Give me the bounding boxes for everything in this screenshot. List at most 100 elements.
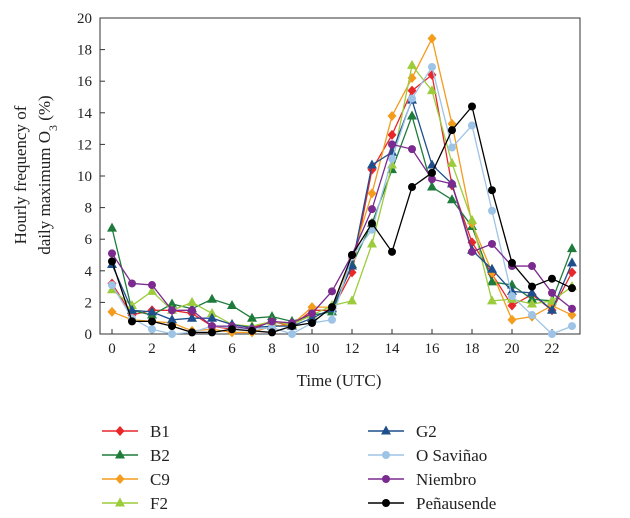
data-point — [147, 306, 157, 316]
plot-area — [107, 33, 577, 338]
legend-marker — [115, 497, 125, 507]
data-point — [267, 311, 277, 321]
y-tick-label: 18 — [77, 43, 92, 59]
legend-item-niembro: Niembro — [368, 470, 476, 489]
y-axis-title-line-1: Hourly frequency of — [11, 105, 30, 244]
x-tick-label: 12 — [345, 341, 360, 357]
series-line — [111, 65, 573, 335]
data-point — [447, 157, 457, 167]
data-point — [108, 249, 116, 258]
data-point — [468, 121, 476, 130]
legend-label: C9 — [150, 470, 170, 489]
data-point — [488, 206, 496, 215]
x-tick-label: 16 — [425, 341, 441, 357]
data-point — [328, 315, 336, 324]
data-point — [468, 247, 476, 256]
data-point — [108, 281, 116, 290]
data-point — [207, 312, 217, 322]
data-point — [447, 118, 457, 129]
data-point — [248, 326, 256, 335]
data-point — [508, 292, 516, 301]
data-point — [108, 257, 116, 266]
data-point — [467, 214, 477, 224]
data-point — [448, 179, 456, 188]
y-tick-label: 6 — [85, 232, 93, 248]
data-point — [487, 276, 497, 286]
legend-item-b2: B2 — [102, 446, 170, 465]
data-point — [388, 247, 396, 256]
data-point — [167, 314, 177, 324]
data-point — [488, 239, 496, 248]
data-point — [547, 304, 557, 314]
data-point — [547, 295, 557, 305]
data-point — [528, 282, 536, 291]
data-point — [147, 285, 157, 295]
data-point — [168, 330, 176, 338]
legend-label: F2 — [150, 494, 168, 513]
chart-axes: 0 2 4 6 8 10 12 14 16 18 20 0 2 4 6 8 10 12 14 16 18 20 22 — [77, 11, 581, 357]
data-point — [408, 183, 416, 192]
data-point — [428, 168, 436, 177]
legend-marker — [382, 451, 390, 459]
y-tick-label: 8 — [85, 201, 93, 217]
y-tick-label: 4 — [85, 264, 93, 280]
data-point — [448, 126, 456, 135]
data-point — [427, 181, 437, 191]
series-pe-ausende — [108, 102, 576, 337]
y-tick-label: 12 — [77, 137, 92, 153]
data-point — [148, 317, 156, 326]
data-point — [568, 284, 576, 293]
legend-item-b1: B1 — [102, 422, 170, 441]
data-point — [107, 222, 117, 232]
data-point — [407, 59, 417, 69]
data-point — [208, 322, 216, 331]
y-tick-label: 16 — [77, 74, 93, 90]
legend-item-o-savi-ao: O Saviñao — [368, 446, 487, 465]
data-point — [188, 306, 196, 315]
legend-marker — [381, 425, 391, 435]
data-point — [148, 325, 156, 334]
data-point — [548, 330, 556, 338]
y-tick-label: 14 — [77, 106, 93, 122]
x-axis-title: Time (UTC) — [297, 371, 382, 390]
legend-label: G2 — [416, 422, 437, 441]
legend-label: O Saviñao — [416, 446, 487, 465]
data-point — [187, 312, 197, 322]
data-point — [388, 154, 396, 163]
data-point — [407, 85, 417, 96]
data-point — [408, 145, 416, 154]
data-point — [488, 186, 496, 195]
x-tick-label: 4 — [188, 341, 196, 357]
data-point — [328, 287, 336, 296]
data-point — [207, 307, 217, 317]
x-tick-label: 0 — [108, 341, 116, 357]
data-point — [268, 328, 276, 337]
legend-marker — [115, 426, 125, 436]
data-point — [528, 311, 536, 320]
data-point — [487, 263, 497, 273]
data-point — [227, 300, 237, 310]
data-point — [548, 274, 556, 283]
y-axis-title-line-2: daily maximum O3 (%) — [35, 95, 60, 254]
data-point — [527, 298, 537, 308]
data-point — [308, 318, 316, 327]
x-tick-label: 6 — [228, 341, 236, 357]
data-point — [308, 309, 316, 318]
legend-item-f2: F2 — [102, 494, 168, 513]
data-point — [347, 260, 357, 270]
data-point — [367, 159, 377, 169]
data-point — [348, 251, 356, 259]
data-point — [387, 110, 397, 121]
data-point — [447, 194, 457, 204]
data-point — [288, 322, 296, 331]
legend-marker — [115, 474, 125, 484]
data-point — [187, 296, 197, 306]
y-tick-label: 10 — [77, 169, 92, 185]
data-point — [127, 300, 137, 310]
data-point — [507, 285, 517, 295]
x-tick-label: 14 — [385, 341, 401, 357]
x-tick-label: 22 — [545, 341, 560, 357]
data-point — [567, 257, 577, 267]
data-point — [468, 102, 476, 111]
